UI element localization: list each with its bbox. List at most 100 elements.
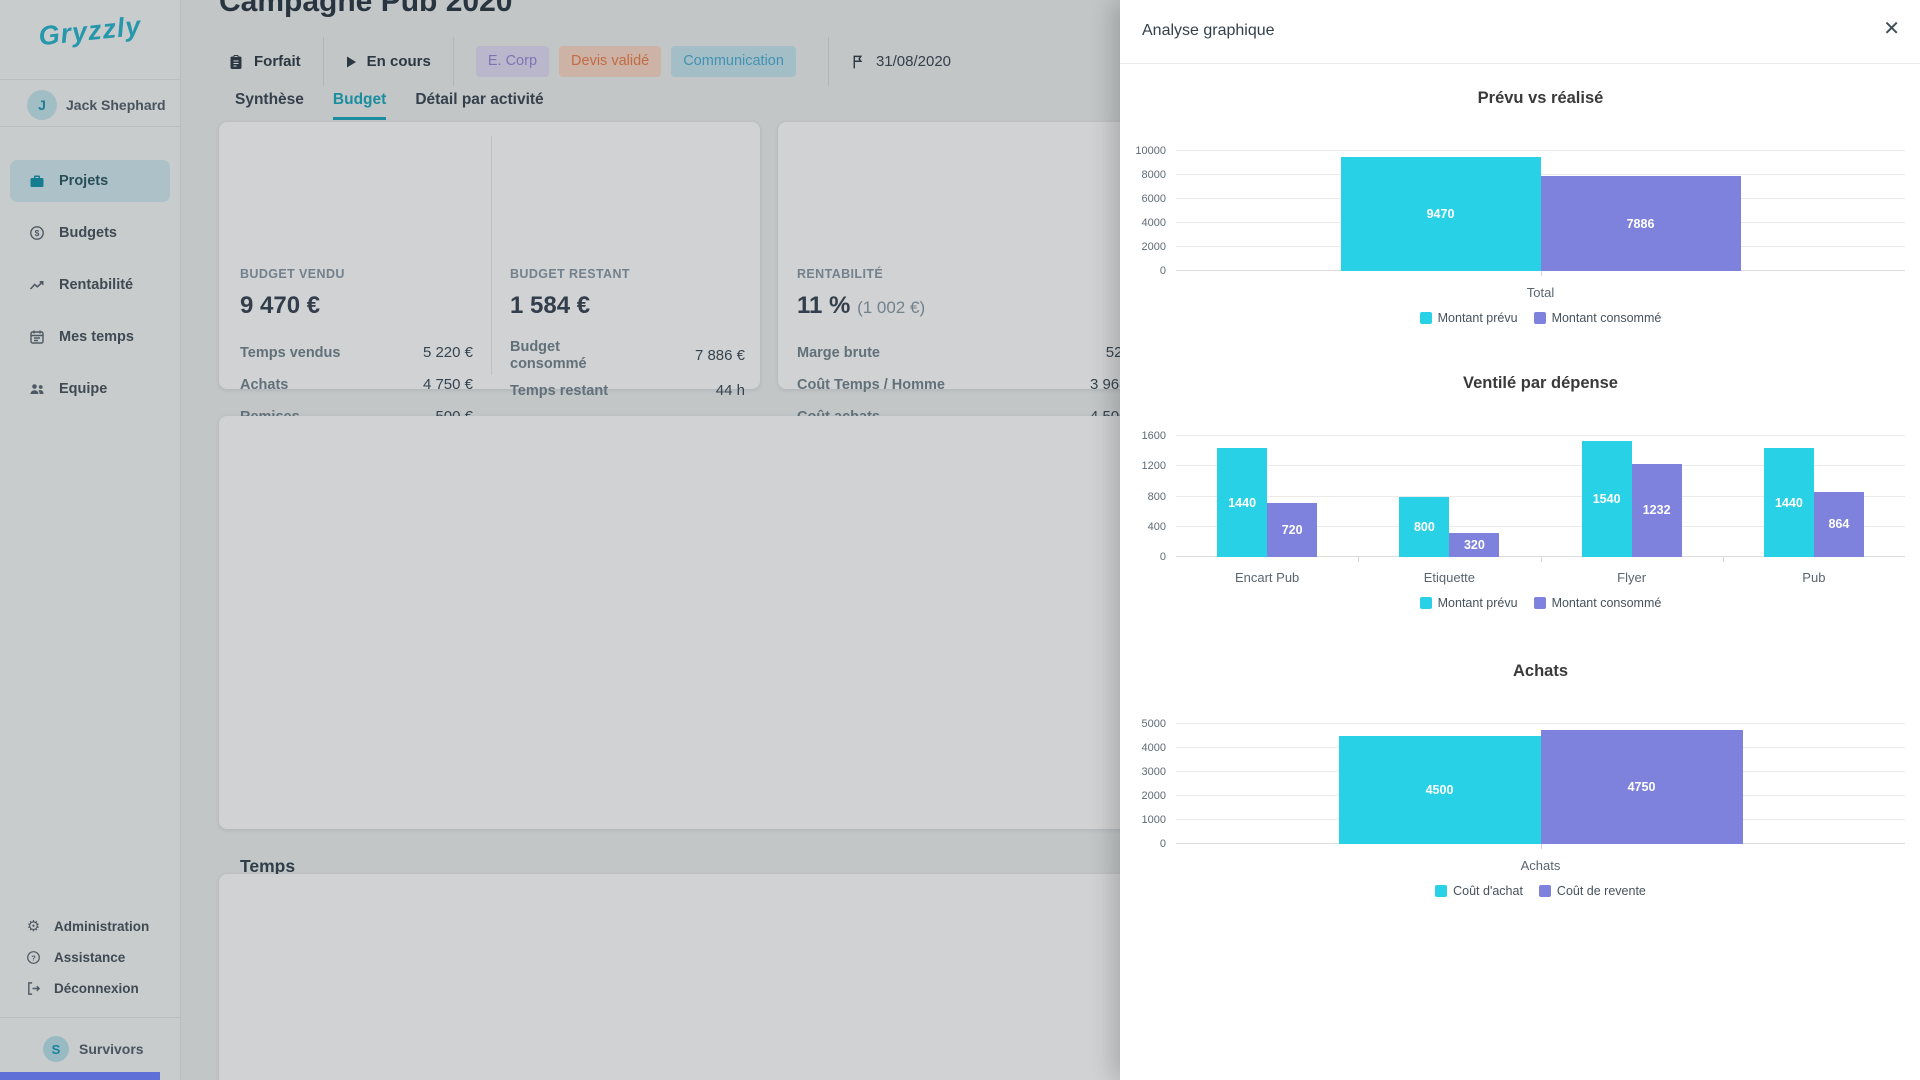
bar-flyer-montant-prévu: 1540: [1581, 440, 1632, 557]
sidebar-item-label: Projets: [59, 173, 109, 189]
bottom-loader-bar: [0, 1072, 160, 1080]
bar-pub-montant-consommé: 864: [1813, 491, 1864, 557]
y-axis-tick-label: 0: [1159, 551, 1166, 563]
legend-swatch: [1533, 597, 1546, 609]
project-meta-row: Forfait En cours E. Corp Devis validé Comm…: [228, 37, 951, 86]
x-axis-category-label: Flyer: [1617, 570, 1647, 585]
chart-plot-area: 0 400 800 1200 1600 1440 720 800 320 1540 1232 1440…: [1142, 430, 1905, 563]
legend-swatch: [1533, 312, 1546, 324]
y-axis-tick-label: 800: [1147, 490, 1166, 503]
user-menu[interactable]: J Jack Shephard: [0, 88, 180, 122]
stat-label: Marge brute: [797, 345, 880, 361]
legend-label: Coût de revente: [1556, 884, 1646, 898]
bar-value-label: 1232: [1642, 503, 1671, 518]
tab-budget[interactable]: Budget: [332, 91, 387, 120]
bar-pub-montant-prévu: 1440: [1763, 448, 1814, 557]
rentabilite-title: RENTABILITÉ: [797, 267, 884, 281]
workspace-switcher[interactable]: S Survivors: [0, 1035, 180, 1063]
stat-label: Temps vendus: [240, 345, 341, 361]
logout-icon: [26, 981, 41, 996]
legend-item: Montant prévu: [1419, 596, 1518, 610]
legend-swatch: [1419, 312, 1432, 324]
chart-title: Prévu vs réalisé: [1477, 89, 1604, 107]
divider: [0, 126, 180, 127]
stat-label: Coût Temps / Homme: [797, 377, 945, 393]
close-icon[interactable]: ✕: [1883, 18, 1900, 40]
gear-icon: ⚙: [26, 918, 41, 935]
x-axis-tick: [1540, 844, 1542, 849]
legend-label: Montant consommé: [1551, 596, 1662, 610]
sidebar-footer-label: Assistance: [54, 950, 126, 965]
workspace-avatar: S: [43, 1036, 69, 1062]
gridline: [1176, 495, 1905, 497]
y-axis-tick-label: 2000: [1141, 790, 1166, 802]
bar-total-montant-consommé: 7886: [1540, 176, 1741, 271]
x-axis-tick: [1540, 271, 1542, 276]
sidebar-item-rentabilité[interactable]: Rentabilité: [10, 264, 170, 306]
chart-prévu-vs-réalisé: Prévu vs réalisé 0 2000 4000 6000 8000 10000 94…: [1135, 89, 1905, 325]
play-icon: [346, 56, 357, 68]
x-axis-labels: Total: [1176, 285, 1905, 303]
sidebar-item-equipe[interactable]: Equipe: [10, 368, 170, 410]
tab-synthèse[interactable]: Synthèse: [235, 91, 304, 108]
bar-achats-co-t-de-revente: 4750: [1540, 730, 1743, 844]
achats-section: Achats Nom▼ Achat d'art: [219, 874, 1250, 1080]
sidebar-item-label: Equipe: [59, 381, 108, 397]
bar-value-label: 800: [1413, 519, 1435, 534]
legend-item: Montant prévu: [1419, 311, 1518, 325]
sidebar-footer-déconnexion[interactable]: Déconnexion: [0, 975, 180, 1002]
bar-value-label: 4500: [1425, 783, 1454, 797]
x-axis-category-label: Achats: [1520, 858, 1561, 873]
sidebar-item-mes-temps[interactable]: Mes temps: [10, 316, 170, 358]
y-axis-tick-label: 1000: [1141, 814, 1166, 826]
stat-row-budget-consommé: Budget consommé 7 886 €: [510, 339, 745, 372]
sidebar-footer-label: Administration: [54, 919, 150, 934]
bar-value-label: 9470: [1426, 207, 1455, 222]
y-axis-tick-label: 3000: [1141, 766, 1166, 778]
sidebar-item-projets[interactable]: Projets: [10, 160, 170, 202]
chart-title: Achats: [1512, 662, 1569, 680]
chart-legend: Montant prévu Montant consommé: [1176, 596, 1905, 610]
gridline: [1176, 556, 1905, 557]
x-axis-category-label: Etiquette: [1423, 570, 1476, 585]
gridline: [1176, 174, 1905, 175]
gridline: [1176, 435, 1905, 436]
workspace-name: Survivors: [79, 1041, 144, 1057]
sidebar-footer-assistance[interactable]: ? Assistance: [0, 944, 180, 971]
y-axis-tick-label: 4000: [1141, 742, 1166, 754]
question-circle-icon: ?: [26, 950, 41, 965]
sidebar-footer-administration[interactable]: ⚙ Administration: [0, 913, 180, 940]
x-axis-category-label: Pub: [1802, 570, 1826, 585]
budget-restant-value: 1 584 €: [510, 292, 591, 319]
stat-row-temps-vendus: Temps vendus 5 220 €: [240, 344, 473, 364]
y-axis-tick-label: 10000: [1135, 145, 1166, 157]
x-axis-labels: Encart Pub Etiquette Flyer Pub: [1176, 570, 1905, 588]
chart-achats: Achats 0 1000 2000 3000 4000 5000 4500 4750 Achat…: [1142, 662, 1905, 898]
sidebar-item-label: Rentabilité: [59, 277, 134, 293]
stat-label: Budget consommé: [510, 339, 587, 372]
y-axis-tick-label: 1200: [1141, 460, 1166, 473]
divider: [0, 1017, 180, 1018]
divider: [452, 37, 454, 86]
bar-value-label: 1540: [1592, 491, 1621, 506]
x-axis-tick: [1358, 557, 1360, 562]
y-axis-tick-label: 0: [1159, 265, 1166, 277]
x-axis-tick: [1540, 557, 1542, 562]
y-axis-tick-label: 2000: [1141, 241, 1166, 253]
legend-swatch: [1538, 885, 1551, 897]
svg-text:?: ?: [31, 953, 36, 962]
bar-value-label: 1440: [1228, 495, 1257, 510]
legend-label: Montant prévu: [1437, 596, 1518, 610]
bar-value-label: 4750: [1627, 780, 1656, 794]
stat-label: Temps restant: [510, 383, 609, 399]
budget-vendu-value: 9 470 €: [240, 292, 321, 319]
tab-détail-par-activité[interactable]: Détail par activité: [415, 91, 544, 108]
analyse-graphique-panel: Analyse graphique ✕ Prévu vs réalisé 0 200…: [1120, 0, 1920, 1080]
x-axis-category-label: Encart Pub: [1234, 570, 1300, 585]
project-status: En cours: [346, 53, 431, 70]
legend-item: Coût d'achat: [1435, 884, 1523, 898]
sidebar-item-budgets[interactable]: $ Budgets: [10, 212, 170, 254]
stat-value: 44 h: [715, 382, 745, 399]
clipboard-icon: [228, 54, 244, 70]
